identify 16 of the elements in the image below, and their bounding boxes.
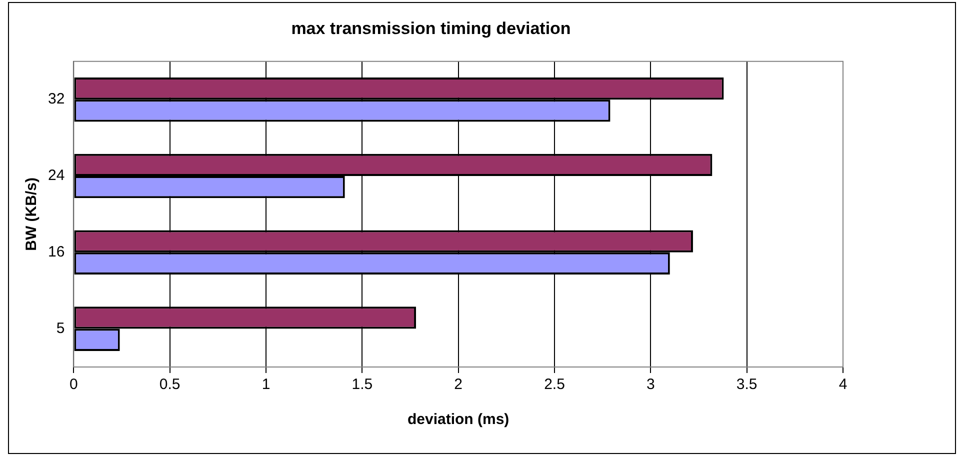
chart-title: max transmission timing deviation — [291, 18, 571, 38]
x-tick-label: 1 — [262, 376, 270, 394]
x-axis-title: deviation (ms) — [408, 411, 510, 428]
x-tick-label: 3.5 — [736, 376, 758, 394]
x-tick-label: 2 — [454, 376, 463, 394]
y-tick-label: 24 — [48, 167, 65, 184]
y-tick-label: 32 — [48, 90, 65, 108]
y-tick-label: 5 — [56, 320, 65, 337]
y-tick-label: 16 — [48, 244, 65, 261]
x-tick-label: 0 — [70, 376, 78, 394]
y-axis-title: BW (KB/s) — [23, 178, 40, 251]
x-tick-label: 4 — [838, 376, 848, 394]
x-tick-label: 1.5 — [352, 376, 373, 394]
x-tick-label: 3 — [646, 376, 655, 394]
x-tick-label: 0.5 — [159, 376, 180, 394]
x-tick-label: 2.5 — [544, 376, 565, 394]
